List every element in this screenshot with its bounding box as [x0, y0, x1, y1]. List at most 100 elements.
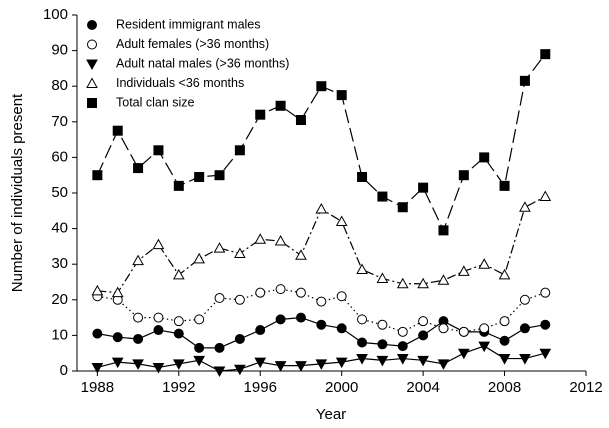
- marker: [519, 294, 530, 305]
- marker: [457, 348, 470, 360]
- marker: [214, 170, 225, 181]
- marker: [539, 190, 552, 202]
- x-tick-label: 2008: [488, 379, 521, 396]
- marker: [356, 263, 368, 275]
- marker: [255, 109, 266, 120]
- marker: [172, 359, 185, 370]
- marker: [336, 90, 347, 101]
- marker: [152, 238, 165, 250]
- marker: [173, 328, 184, 339]
- marker: [438, 225, 449, 236]
- x-tick-label: 2012: [569, 379, 602, 396]
- marker: [336, 323, 347, 334]
- marker: [92, 328, 103, 339]
- marker: [111, 286, 124, 298]
- marker: [418, 182, 429, 193]
- marker: [396, 354, 409, 365]
- marker: [357, 171, 368, 182]
- marker: [335, 357, 348, 369]
- marker: [479, 152, 490, 163]
- marker: [133, 312, 144, 323]
- marker: [274, 235, 287, 246]
- marker: [254, 233, 267, 244]
- marker: [397, 341, 408, 352]
- marker: [295, 287, 306, 298]
- marker: [133, 333, 144, 344]
- marker: [540, 287, 551, 298]
- marker: [377, 191, 388, 202]
- legend-marker: [87, 20, 97, 30]
- marker: [112, 125, 123, 136]
- marker: [152, 362, 165, 374]
- marker: [295, 361, 307, 372]
- marker: [295, 115, 306, 126]
- marker: [336, 291, 347, 302]
- y-tick-label: 30: [51, 255, 68, 272]
- marker: [172, 268, 185, 280]
- marker: [193, 252, 206, 264]
- marker: [457, 265, 470, 276]
- marker: [92, 170, 103, 181]
- y-tick-label: 80: [51, 77, 68, 94]
- legend-label: Total clan size: [116, 95, 195, 109]
- marker: [91, 362, 104, 374]
- marker: [234, 145, 245, 156]
- marker: [133, 163, 144, 174]
- marker: [437, 274, 450, 285]
- marker: [458, 170, 469, 181]
- x-axis-label: Year: [316, 406, 346, 423]
- marker: [356, 354, 368, 365]
- x-tick-label: 1992: [162, 379, 195, 396]
- marker: [213, 242, 226, 253]
- marker: [132, 254, 144, 266]
- y-tick-label: 50: [51, 184, 68, 201]
- marker: [193, 355, 206, 367]
- marker: [194, 342, 205, 353]
- marker: [417, 277, 429, 289]
- marker: [153, 325, 164, 336]
- marker: [540, 49, 551, 60]
- x-tick-label: 2000: [325, 379, 358, 396]
- marker: [316, 296, 327, 307]
- y-tick-label: 10: [51, 326, 68, 343]
- marker: [274, 361, 287, 372]
- marker: [498, 354, 511, 365]
- marker: [255, 287, 266, 298]
- marker: [377, 319, 388, 330]
- legend-label: Adult females (>36 months): [116, 37, 269, 51]
- marker: [275, 284, 286, 295]
- marker: [376, 272, 389, 283]
- marker: [153, 312, 164, 323]
- y-axis-label: Number of individuals present: [9, 93, 26, 292]
- marker: [335, 215, 348, 226]
- marker: [377, 339, 388, 350]
- marker: [417, 355, 429, 367]
- marker: [418, 330, 429, 341]
- marker: [173, 180, 184, 191]
- marker: [499, 316, 510, 327]
- marker: [418, 316, 429, 327]
- marker: [234, 294, 245, 305]
- marker: [357, 337, 368, 348]
- marker: [357, 314, 368, 325]
- marker: [315, 359, 328, 370]
- marker: [540, 319, 551, 330]
- marker: [295, 312, 306, 323]
- y-tick-label: 100: [43, 6, 68, 23]
- marker: [438, 323, 449, 334]
- marker: [478, 341, 491, 353]
- marker: [275, 314, 286, 325]
- marker: [173, 316, 184, 327]
- x-tick-label: 2004: [406, 379, 439, 396]
- marker: [194, 314, 205, 325]
- y-tick-label: 90: [51, 42, 68, 59]
- marker: [254, 357, 267, 369]
- marker: [316, 319, 327, 330]
- marker: [498, 268, 511, 280]
- marker: [479, 323, 490, 334]
- legend-label: Adult natal males (>36 months): [116, 56, 289, 70]
- legend-marker: [87, 39, 97, 50]
- marker: [153, 145, 164, 156]
- marker: [519, 75, 530, 86]
